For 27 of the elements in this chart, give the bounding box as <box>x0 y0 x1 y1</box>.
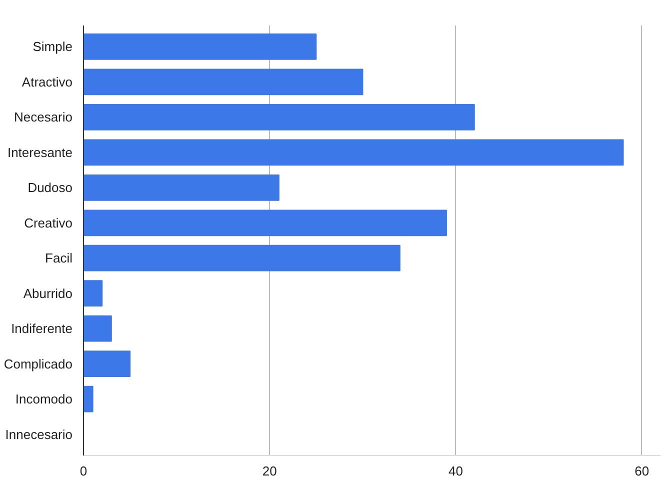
y-tick-label: Aburrido <box>23 286 73 301</box>
y-tick-label: Necesario <box>14 110 73 125</box>
bar <box>84 104 475 130</box>
y-tick-label: Indiferente <box>11 321 73 336</box>
bar <box>84 315 112 342</box>
y-tick-label: Dudoso <box>28 180 73 196</box>
y-tick-label: Simple <box>32 39 73 54</box>
bar <box>84 386 94 412</box>
bar <box>84 33 317 60</box>
bar <box>84 244 400 272</box>
y-tick-label: Facil <box>45 250 73 266</box>
y-tick-label: Interesante <box>7 144 72 160</box>
bar <box>84 280 103 307</box>
y-tick-label: Creativo <box>24 215 73 230</box>
bar <box>84 68 364 96</box>
bar <box>84 139 624 166</box>
bar <box>84 210 447 236</box>
y-tick-label: Atractivo <box>22 74 73 90</box>
x-tick-label: 0 <box>80 464 88 478</box>
y-tick-label: Innecesario <box>5 426 73 442</box>
y-tick-label: Complicado <box>4 356 73 372</box>
y-tick-label: Incomodo <box>15 392 73 407</box>
bar <box>84 350 131 378</box>
x-tick-label: 40 <box>448 464 463 478</box>
bar <box>84 174 280 201</box>
x-tick-label: 60 <box>634 464 650 478</box>
x-tick-label: 20 <box>262 464 277 478</box>
